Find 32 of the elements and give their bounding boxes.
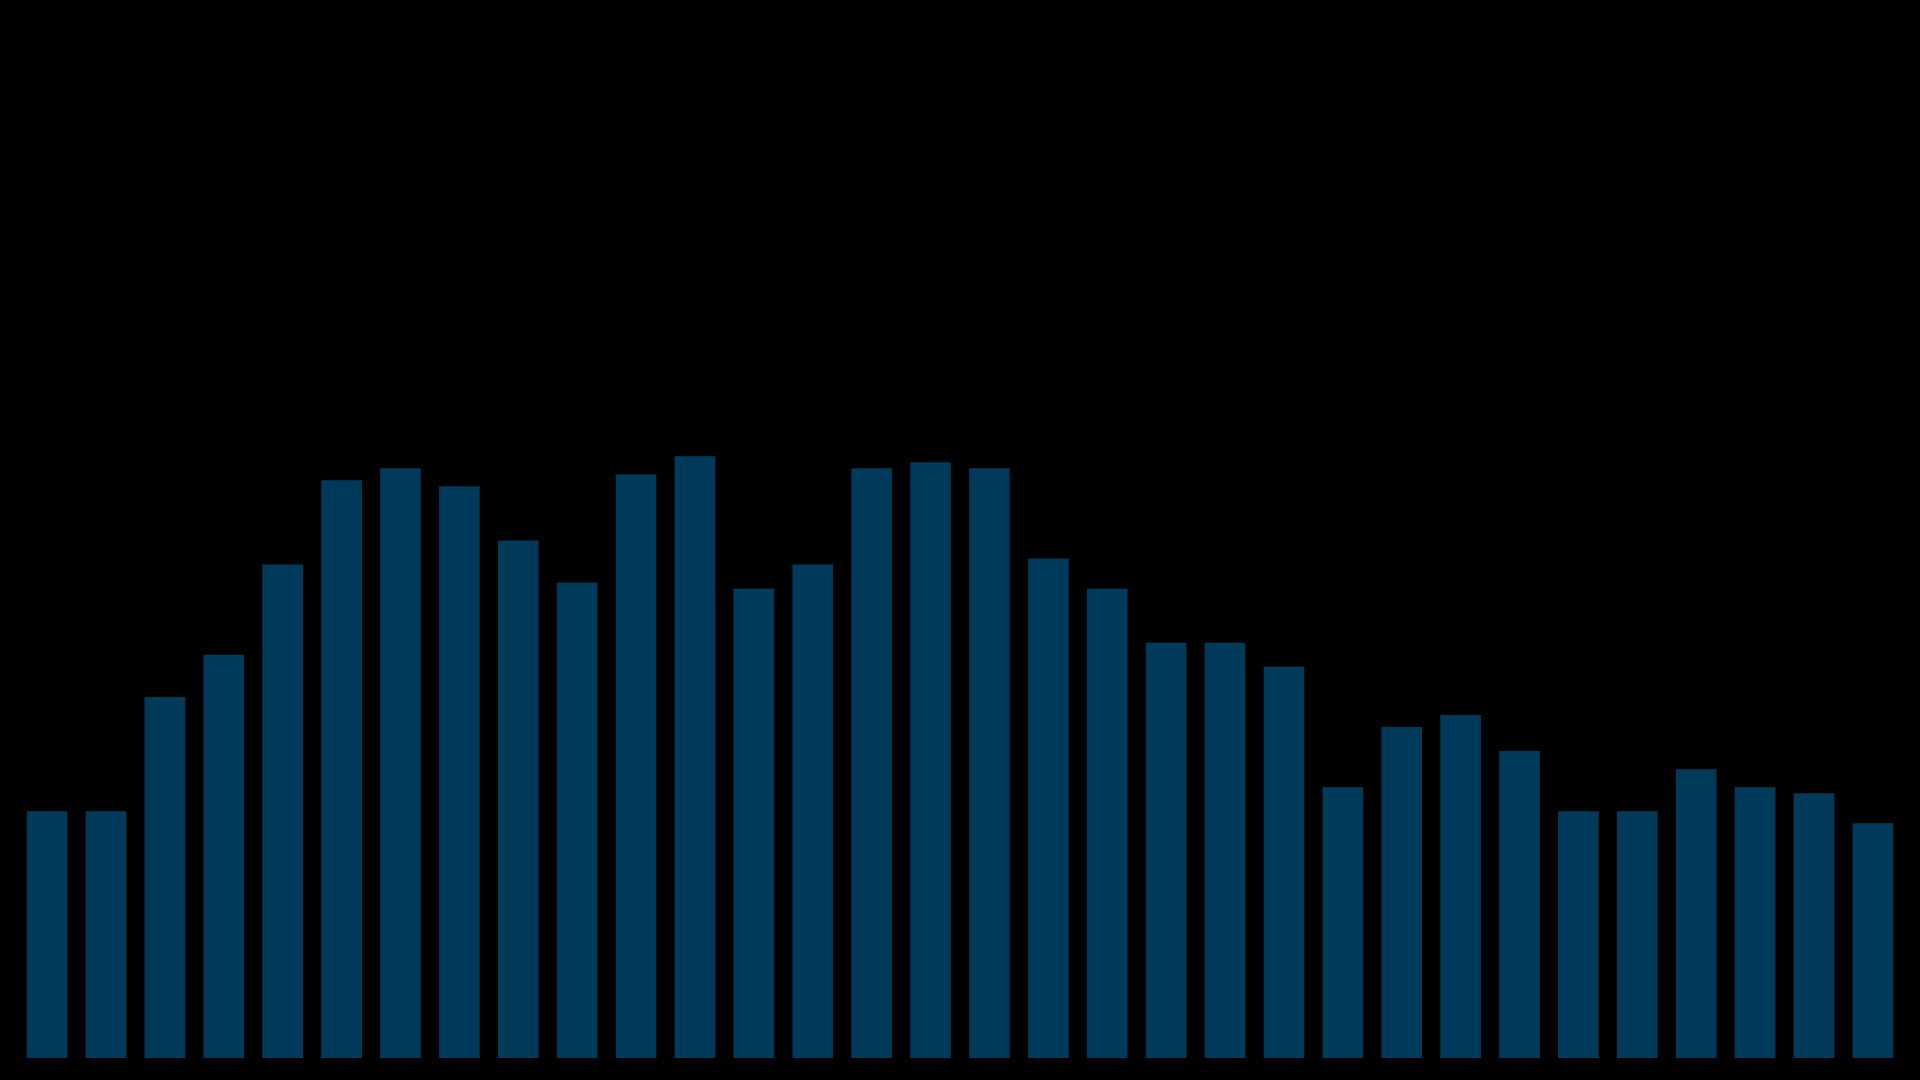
bar [1145, 642, 1187, 1058]
bar [262, 564, 304, 1058]
bar [1793, 793, 1835, 1058]
bar [1086, 588, 1128, 1058]
bar [792, 564, 834, 1058]
bar [1499, 751, 1540, 1058]
bar [321, 480, 362, 1058]
bar [674, 456, 716, 1058]
bar [1440, 714, 1481, 1058]
bar [556, 582, 598, 1058]
bar [615, 474, 657, 1058]
bar [851, 468, 892, 1058]
bar [1381, 727, 1423, 1058]
bar [380, 468, 421, 1058]
bar [497, 540, 539, 1058]
bar [969, 468, 1010, 1058]
bar [733, 588, 775, 1058]
bar [144, 696, 186, 1058]
bar [1204, 642, 1246, 1058]
bar [85, 811, 127, 1058]
bar [1263, 666, 1305, 1058]
bar [1558, 811, 1599, 1058]
bar [439, 486, 480, 1058]
bar [26, 811, 68, 1058]
bar [1734, 787, 1776, 1058]
bar [1028, 558, 1069, 1058]
bar [1322, 787, 1364, 1058]
bar [1675, 769, 1717, 1058]
bar [1852, 823, 1894, 1058]
bar [910, 462, 951, 1058]
bar [203, 654, 245, 1058]
bar [1616, 811, 1658, 1058]
